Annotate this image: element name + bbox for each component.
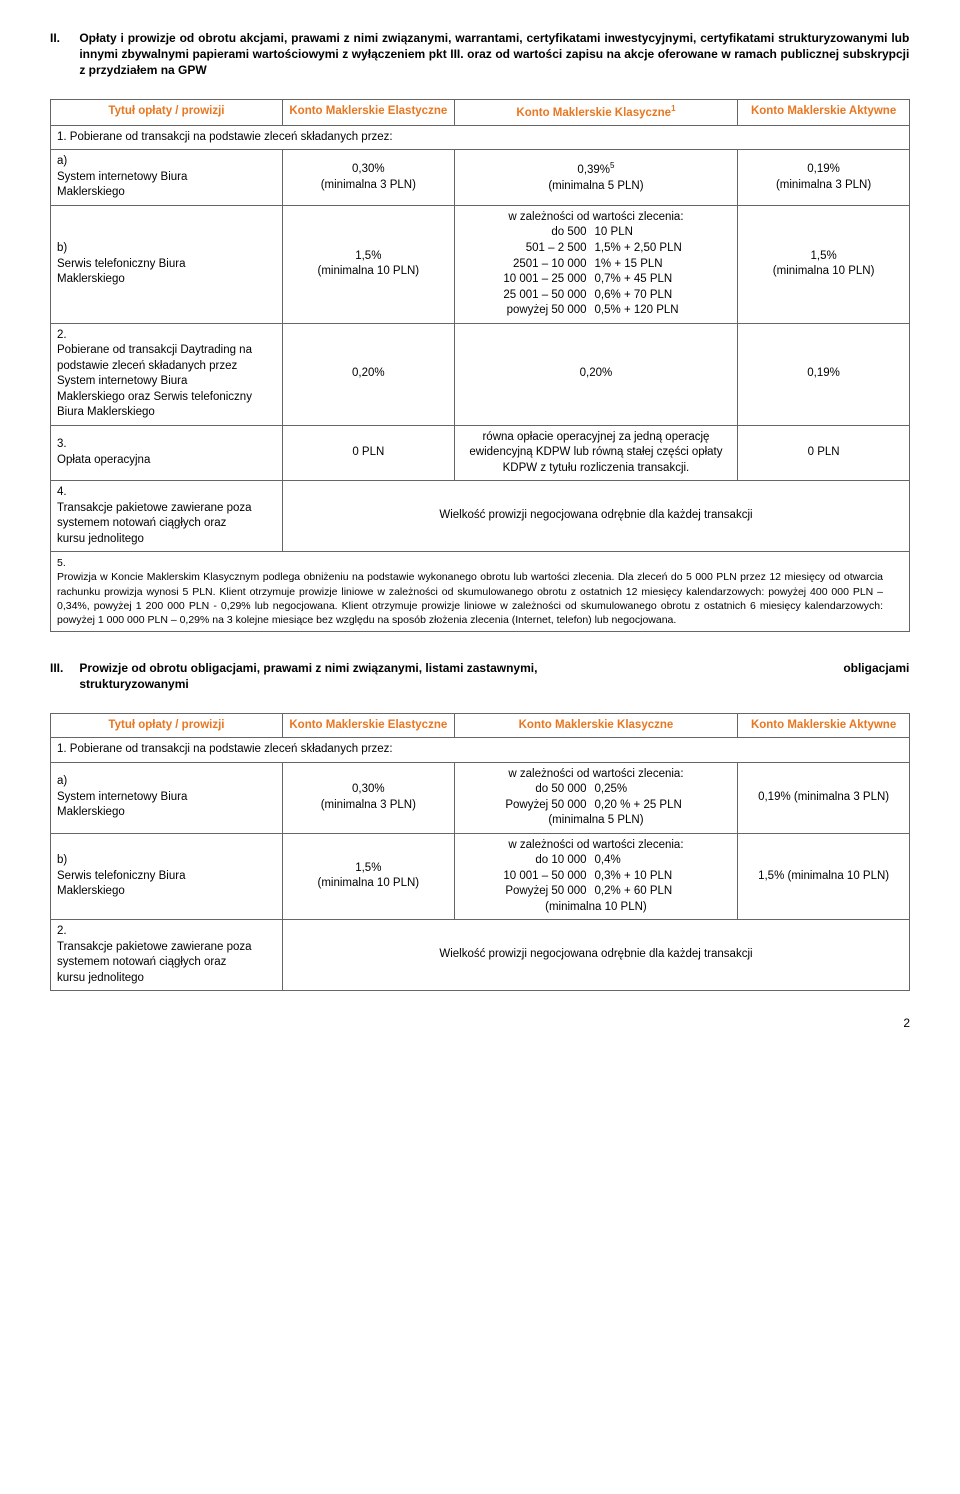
row-3-k: równa opłacie operacyjnej za jedną opera… [454, 425, 737, 481]
row-1a-k-min: (minimalna 5 PLN) [548, 180, 643, 192]
row-1b-k-header: w zależności od wartości zlecenia: [461, 210, 731, 226]
row-1b-e-3: 1,5% (minimalna 10 PLN) [282, 833, 454, 920]
row-2-e: 0,20% [282, 323, 454, 425]
row-1a-text: System internetowy Biura Maklerskiego [57, 170, 256, 201]
row-1a-text-3: System internetowy Biura Maklerskiego [57, 790, 256, 821]
row-2-a: 0,19% [738, 323, 910, 425]
row-1a-k-val: 0,39% [577, 164, 610, 176]
col-title-3: Tytuł opłaty / prowizji [51, 713, 283, 738]
footnote-5-text: Prowizja w Koncie Maklerskim Klasycznym … [57, 570, 883, 627]
col-aktywne-3: Konto Maklerskie Aktywne [738, 713, 910, 738]
row-1a-idx: a) [57, 154, 75, 170]
row-3-label: 3. Opłata operacyjna [51, 425, 283, 481]
row-1b-k-tiers-3: do 10 0000,4%10 001 – 50 0000,3% + 10 PL… [461, 853, 731, 900]
row-2-idx: 2. [57, 328, 75, 344]
col-aktywne: Konto Maklerskie Aktywne [738, 99, 910, 125]
row-1-header-3: 1. Pobierane od transakcji na podstawie … [51, 738, 910, 763]
row-2-text: Pobierane od transakcji Daytrading na po… [57, 343, 256, 421]
row-4-text: Transakcje pakietowe zawierane poza syst… [57, 501, 256, 548]
section-3-heading: III. Prowizje od obrotu obligacjami, pra… [50, 660, 910, 692]
col-elastyczne-3: Konto Maklerskie Elastyczne [282, 713, 454, 738]
row-1b-label-3: b) Serwis telefoniczny Biura Maklerskieg… [51, 833, 283, 920]
fees-table-3: Tytuł opłaty / prowizji Konto Maklerskie… [50, 713, 910, 992]
col-klasyczne-sup: 1 [671, 104, 675, 113]
row-1a-k: 0,39%5 (minimalna 5 PLN) [454, 150, 737, 206]
row-3-text: Opłata operacyjna [57, 453, 256, 469]
col-title: Tytuł opłaty / prowizji [51, 99, 283, 125]
col-klasyczne-label: Konto Maklerskie Klasyczne [516, 106, 671, 118]
row-1a-k-3: w zależności od wartości zlecenia: do 50… [454, 762, 737, 833]
row-1a-e-3: 0,30% (minimalna 3 PLN) [282, 762, 454, 833]
section-2-body: Opłaty i prowizje od obrotu akcjami, pra… [79, 30, 909, 79]
row-1b-e: 1,5% (minimalna 10 PLN) [282, 205, 454, 323]
section-3-roman: III. [50, 660, 76, 676]
section-2-roman: II. [50, 30, 76, 46]
row-3-a: 0 PLN [738, 425, 910, 481]
row-1a-e: 0,30% (minimalna 3 PLN) [282, 150, 454, 206]
row-1a-a-3: 0,19% (minimalna 3 PLN) [738, 762, 910, 833]
row-2-span-3: Wielkość prowizji negocjowana odrębnie d… [282, 920, 909, 991]
section-3-line1a: Prowizje od obrotu obligacjami, prawami … [79, 660, 537, 676]
row-1-header: 1. Pobierane od transakcji na podstawie … [51, 125, 910, 150]
col-klasyczne: Konto Maklerskie Klasyczne1 [454, 99, 737, 125]
row-1b-k-header-3: w zależności od wartości zlecenia: [461, 838, 731, 854]
section-3-line1b: obligacjami [843, 660, 909, 676]
row-1a-k-tiers-3: do 50 0000,25%Powyżej 50 0000,20 % + 25 … [461, 782, 731, 813]
row-4-label: 4. Transakcje pakietowe zawierane poza s… [51, 481, 283, 552]
section-3-line2: strukturyzowanymi [79, 677, 188, 691]
page-number: 2 [50, 1015, 910, 1031]
row-1b-k-min-3: (minimalna 10 PLN) [461, 900, 731, 916]
row-2-k: 0,20% [454, 323, 737, 425]
footnote-5-idx: 5. [57, 556, 75, 570]
footnote-5: 5. Prowizja w Koncie Maklerskim Klasyczn… [51, 552, 910, 632]
row-1b-k-tiers: do 50010 PLN501 – 2 5001,5% + 2,50 PLN25… [461, 225, 731, 318]
row-1a-k-min-3: (minimalna 5 PLN) [461, 813, 731, 829]
fees-table-2: Tytuł opłaty / prowizji Konto Maklerskie… [50, 99, 910, 633]
section-3-body: Prowizje od obrotu obligacjami, prawami … [79, 660, 909, 692]
row-1a-k-header-3: w zależności od wartości zlecenia: [461, 767, 731, 783]
row-1b-text: Serwis telefoniczny Biura Maklerskiego [57, 257, 256, 288]
row-4-span: Wielkość prowizji negocjowana odrębnie d… [282, 481, 909, 552]
row-2-label-3: 2. Transakcje pakietowe zawierane poza s… [51, 920, 283, 991]
row-2-idx-3: 2. [57, 924, 75, 940]
row-3-e: 0 PLN [282, 425, 454, 481]
row-1b-k: w zależności od wartości zlecenia: do 50… [454, 205, 737, 323]
row-1b-idx-3: b) [57, 853, 75, 869]
row-1b-a-3: 1,5% (minimalna 10 PLN) [738, 833, 910, 920]
row-1a-idx-3: a) [57, 774, 75, 790]
row-2-label: 2. Pobierane od transakcji Daytrading na… [51, 323, 283, 425]
row-3-idx: 3. [57, 437, 75, 453]
row-2-text-3: Transakcje pakietowe zawierane poza syst… [57, 940, 256, 987]
row-4-idx: 4. [57, 485, 75, 501]
row-1a-a: 0,19% (minimalna 3 PLN) [738, 150, 910, 206]
section-2-heading: II. Opłaty i prowizje od obrotu akcjami,… [50, 30, 910, 79]
row-1b-k-3: w zależności od wartości zlecenia: do 10… [454, 833, 737, 920]
row-1a-label: a) System internetowy Biura Maklerskiego [51, 150, 283, 206]
col-elastyczne: Konto Maklerskie Elastyczne [282, 99, 454, 125]
row-1b-label: b) Serwis telefoniczny Biura Maklerskieg… [51, 205, 283, 323]
row-1a-k-sup: 5 [610, 161, 614, 170]
row-1b-a: 1,5% (minimalna 10 PLN) [738, 205, 910, 323]
col-klasyczne-3: Konto Maklerskie Klasyczne [454, 713, 737, 738]
row-1a-label-3: a) System internetowy Biura Maklerskiego [51, 762, 283, 833]
row-1b-idx: b) [57, 241, 75, 257]
row-1b-text-3: Serwis telefoniczny Biura Maklerskiego [57, 869, 256, 900]
